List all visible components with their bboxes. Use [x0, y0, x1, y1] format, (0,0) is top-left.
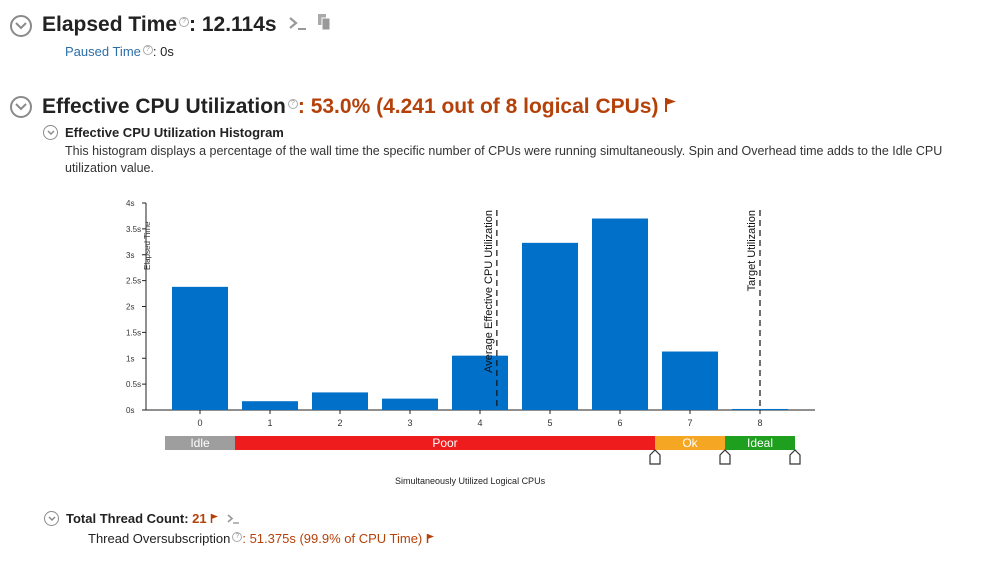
cpu-utilization-heading: Effective CPU Utilization?: 53.0% (4.241…	[42, 95, 677, 119]
y-tick-label: 1s	[126, 354, 134, 363]
paused-time-label[interactable]: Paused Time	[65, 44, 141, 59]
histogram-bar	[732, 408, 788, 410]
y-tick-label: 3.5s	[126, 225, 141, 234]
threshold-handle[interactable]	[719, 449, 731, 470]
histogram-bar	[172, 286, 228, 410]
y-tick-label: 4s	[126, 199, 134, 208]
histogram-bar	[382, 398, 438, 410]
thread-count-label: Total Thread Count:	[66, 511, 189, 526]
band-idle: Idle	[165, 436, 235, 450]
thread-count-row: Total Thread Count: 21	[66, 511, 240, 527]
x-axis-title: Simultaneously Utilized Logical CPUs	[395, 476, 546, 486]
thread-count-value: 21	[192, 511, 207, 526]
flag-icon	[210, 512, 219, 527]
x-tick-label: 1	[267, 418, 272, 428]
histogram-bar	[522, 242, 578, 410]
help-icon[interactable]: ?	[287, 99, 298, 109]
x-tick-label: 7	[687, 418, 692, 428]
y-tick-label: 0s	[126, 406, 134, 415]
elapsed-collapse-icon[interactable]	[10, 15, 32, 37]
paused-time-value: : 0s	[152, 44, 174, 59]
help-icon[interactable]: ?	[142, 44, 153, 55]
oversubscription-value: : 51.375s (99.9% of CPU Time)	[242, 531, 423, 546]
histogram-bar	[242, 401, 298, 410]
band-poor: Poor	[235, 436, 655, 450]
y-tick-label: 1.5s	[126, 328, 141, 337]
x-tick-label: 6	[617, 418, 622, 428]
x-tick-label: 3	[407, 418, 412, 428]
histogram-title: Effective CPU Utilization Histogram	[65, 125, 284, 140]
y-tick-label: 0.5s	[126, 380, 141, 389]
elapsed-time-value: : 12.114s	[189, 13, 277, 36]
band-ideal: Ideal	[725, 436, 795, 450]
help-icon[interactable]: ?	[179, 17, 190, 27]
paused-time-row: Paused Time?: 0s	[65, 44, 174, 59]
elapsed-time-label: Elapsed Time	[42, 13, 178, 36]
terminal-icon[interactable]	[288, 13, 308, 37]
oversubscription-row: Thread Oversubscription?: 51.375s (99.9%…	[88, 531, 435, 547]
threshold-handle[interactable]	[789, 449, 801, 470]
reference-line-label: Average Effective CPU Utilization	[483, 210, 495, 373]
cpu-collapse-icon[interactable]	[10, 96, 32, 118]
y-tick-label: 3s	[126, 251, 134, 260]
histogram-bar	[452, 355, 508, 410]
y-tick-label: 2.5s	[126, 277, 141, 286]
terminal-icon[interactable]	[227, 512, 240, 527]
histogram-bar	[592, 218, 648, 410]
flag-icon	[664, 95, 677, 119]
threads-collapse-icon[interactable]	[44, 511, 59, 526]
elapsed-time-heading: Elapsed Time?: 12.114s	[42, 13, 332, 37]
x-tick-label: 0	[197, 418, 202, 428]
histogram-bar	[312, 392, 368, 410]
help-icon[interactable]: ?	[232, 531, 243, 542]
histogram-description: This histogram displays a percentage of …	[65, 144, 943, 175]
histogram-collapse-icon[interactable]	[43, 125, 58, 140]
x-tick-label: 2	[337, 418, 342, 428]
y-axis-title: Elapsed Time	[143, 221, 152, 270]
cpu-utilization-label: Effective CPU Utilization	[42, 95, 286, 118]
x-tick-label: 5	[547, 418, 552, 428]
x-tick-label: 8	[757, 418, 762, 428]
oversubscription-label: Thread Oversubscription	[88, 531, 231, 546]
reference-line-label: Target Utilization	[746, 210, 758, 291]
copy-icon[interactable]	[316, 13, 332, 37]
flag-icon	[426, 532, 435, 547]
cpu-utilization-value: : 53.0% (4.241 out of 8 logical CPUs)	[297, 95, 659, 118]
threshold-handle[interactable]	[649, 449, 661, 470]
x-tick-label: 4	[477, 418, 482, 428]
histogram-bar	[662, 351, 718, 410]
y-tick-label: 2s	[126, 303, 134, 312]
band-ok: Ok	[655, 436, 725, 450]
